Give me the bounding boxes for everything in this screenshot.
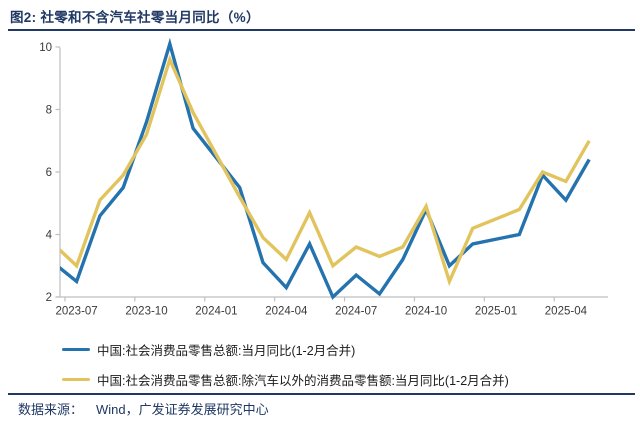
legend-label-ex-auto-retail: 中国:社会消费品零售总额:除汽车以外的消费品零售额:当月同比(1-2月合并) <box>97 374 509 388</box>
series-line-1 <box>60 54 591 287</box>
svg-text:6: 6 <box>46 167 52 179</box>
title-divider <box>8 29 635 31</box>
svg-text:2025-01: 2025-01 <box>475 306 517 318</box>
data-source-label: 数据来源： <box>18 402 84 417</box>
footer-divider <box>8 393 635 395</box>
svg-text:2023-07: 2023-07 <box>55 306 97 318</box>
data-source-note: 数据来源： Wind，广发证券发展研究中心 <box>18 399 269 418</box>
line-chart-canvas: 2 4 6 8 10 2023-07 2023-10 2024-01 2024-04 2024-0… <box>39 37 608 318</box>
svg-text:8: 8 <box>46 105 52 117</box>
svg-text:2024-07: 2024-07 <box>335 306 377 318</box>
svg-text:2025-04: 2025-04 <box>545 306 588 318</box>
data-source-text: Wind，广发证券发展研究中心 <box>96 402 269 417</box>
figure-title: 图2: 社零和不含汽车社零当月同比（%） <box>10 10 260 25</box>
svg-text:2024-10: 2024-10 <box>405 306 447 318</box>
svg-text:4: 4 <box>46 230 53 242</box>
legend-label-total-retail: 中国:社会消费品零售总额:当月同比(1-2月合并) <box>97 344 356 358</box>
series-line-0 <box>60 37 591 300</box>
svg-text:2024-01: 2024-01 <box>195 306 237 318</box>
svg-text:10: 10 <box>39 42 52 54</box>
legend-item-ex-auto-retail: 中国:社会消费品零售总额:除汽车以外的消费品零售额:当月同比(1-2月合并) <box>62 370 509 389</box>
legend-swatch-yellow-line-icon <box>62 377 90 382</box>
legend-swatch-blue-line-icon <box>62 347 90 352</box>
svg-text:2: 2 <box>46 292 52 304</box>
svg-text:2024-04: 2024-04 <box>265 306 308 318</box>
legend-item-total-retail: 中国:社会消费品零售总额:当月同比(1-2月合并) <box>62 340 355 359</box>
svg-text:2023-10: 2023-10 <box>125 306 167 318</box>
